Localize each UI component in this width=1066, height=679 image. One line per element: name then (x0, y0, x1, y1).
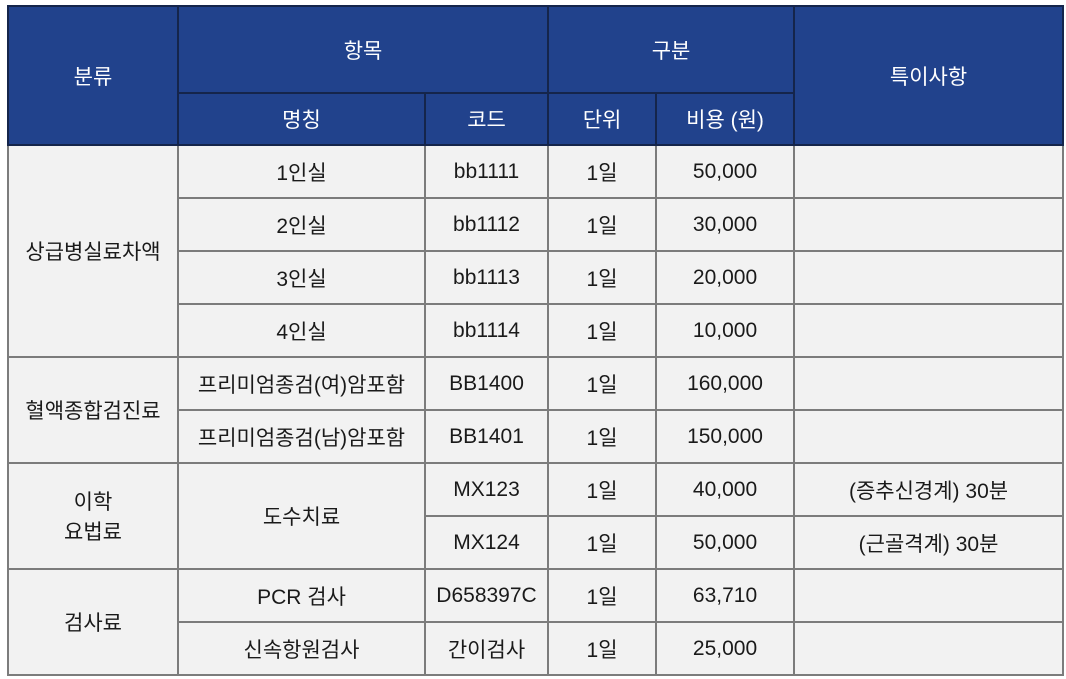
table-row: MX124 1일 50,000 (근골격계) 30분 (8, 515, 1065, 570)
cell-cost: 25,000 (655, 621, 796, 676)
header-cost: 비용 (원) (655, 92, 796, 146)
cell-item-name: 프리미엄종검(남)암포함 (177, 409, 426, 464)
cell-cost: 30,000 (655, 197, 796, 252)
cell-note (793, 356, 1065, 411)
cell-item-code: bb1112 (423, 197, 550, 252)
cell-item-code: MX123 (423, 462, 550, 517)
cell-cost: 40,000 (655, 462, 796, 517)
cell-item-name: 3인실 (177, 250, 426, 305)
cell-cost: 150,000 (655, 409, 796, 464)
cell-note (793, 621, 1065, 676)
fee-table: 분류 항목 구분 특이사항 명칭 코드 단위 비용 (원) 상급병실료차액 1인… (7, 5, 1065, 676)
table-row: 3인실 bb1113 1일 20,000 (8, 250, 1065, 305)
cell-category: 상급병실료차액 (7, 144, 179, 358)
cell-item-name: 신속항원검사 (177, 621, 426, 676)
cell-note: (증추신경계) 30분 (793, 462, 1065, 517)
header-item: 항목 (176, 5, 550, 94)
cell-item-name: 1인실 (177, 144, 426, 199)
table-row: 혈액종합검진료 프리미엄종검(여)암포함 BB1400 1일 160,000 (7, 356, 1065, 464)
cell-unit: 1일 (547, 515, 658, 570)
cell-cost: 10,000 (655, 303, 796, 358)
cell-unit: 1일 (547, 303, 658, 358)
cell-note (793, 409, 1065, 464)
cell-item-name: 도수치료 (177, 462, 426, 570)
table-row: 2인실 bb1112 1일 30,000 (8, 197, 1065, 252)
cell-category: 혈액종합검진료 (7, 356, 179, 464)
cell-item-code: bb1111 (423, 144, 550, 199)
table-row: 상급병실료차액 1인실 bb1111 1일 50,000 (7, 144, 1065, 358)
cell-item-code: 간이검사 (423, 621, 550, 676)
cell-item-code: bb1113 (423, 250, 550, 305)
cell-item-code: BB1401 (423, 409, 550, 464)
table-row: 검사료 PCR 검사 D658397C 1일 63,710 (7, 568, 1065, 676)
cell-unit: 1일 (547, 409, 658, 464)
cell-item-name: 4인실 (177, 303, 426, 358)
cell-cost: 50,000 (655, 144, 796, 199)
header-item-code: 코드 (423, 92, 550, 146)
cell-item-name: 2인실 (177, 197, 426, 252)
cell-note (793, 303, 1065, 358)
cell-item-code: bb1114 (423, 303, 550, 358)
cell-item-code: MX124 (423, 515, 550, 570)
cell-note (793, 250, 1065, 305)
cell-unit: 1일 (547, 568, 658, 623)
cell-note (793, 144, 1065, 199)
cell-item-code: D658397C (423, 568, 550, 623)
table-row: 이학 요법료 도수치료 MX123 1일 40,000 (증추신경계) 30분 (7, 462, 1065, 570)
cell-unit: 1일 (547, 197, 658, 252)
cell-cost: 63,710 (655, 568, 796, 623)
header-category: 분류 (7, 5, 179, 146)
table-row: 프리미엄종검(남)암포함 BB1401 1일 150,000 (8, 409, 1065, 464)
header-unit: 단위 (547, 92, 658, 146)
cell-unit: 1일 (547, 250, 658, 305)
cell-note (793, 568, 1065, 623)
cell-category: 이학 요법료 (7, 462, 179, 570)
header-item-name: 명칭 (177, 92, 426, 146)
table-row: 4인실 bb1114 1일 10,000 (8, 303, 1065, 358)
cell-cost: 160,000 (655, 356, 796, 411)
header-division: 구분 (547, 5, 796, 94)
cell-item-name: 프리미엄종검(여)암포함 (177, 356, 426, 411)
cell-category: 검사료 (7, 568, 179, 676)
cell-unit: 1일 (547, 462, 658, 517)
table-row: 신속항원검사 간이검사 1일 25,000 (8, 621, 1065, 676)
header-notes: 특이사항 (793, 5, 1065, 146)
cell-unit: 1일 (547, 356, 658, 411)
cell-note (793, 197, 1065, 252)
cell-note: (근골격계) 30분 (793, 515, 1065, 570)
cell-cost: 20,000 (655, 250, 796, 305)
cell-item-name: PCR 검사 (177, 568, 426, 623)
cell-item-code: BB1400 (423, 356, 550, 411)
cell-cost: 50,000 (655, 515, 796, 570)
cell-unit: 1일 (547, 144, 658, 199)
cell-unit: 1일 (547, 621, 658, 676)
